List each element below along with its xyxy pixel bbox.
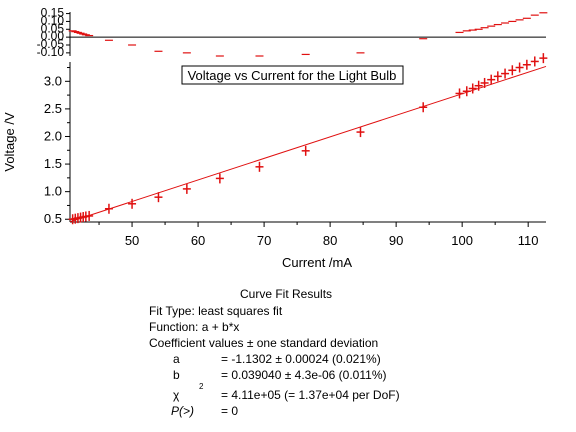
data-point bbox=[154, 192, 163, 203]
fit-type: Fit Type: least squares fit bbox=[149, 304, 283, 318]
coef-b-name: b bbox=[173, 368, 180, 382]
p-value: = 0 bbox=[221, 404, 239, 418]
p-label: P(>) bbox=[171, 404, 195, 418]
data-point bbox=[215, 173, 224, 184]
residual-y-tick-label: 0.10 bbox=[41, 13, 65, 27]
chi-symbol: χ bbox=[173, 388, 180, 402]
chi-label: χ 2 bbox=[173, 382, 203, 403]
y-axis-label: Voltage /V bbox=[2, 112, 17, 172]
chart: 0.150.100.050.00-0.05-0.10 50 60 70 80 90 100… bbox=[2, 6, 548, 270]
residual-y-tick-label: 0.15 bbox=[41, 6, 65, 20]
coef-a-name: a bbox=[173, 352, 180, 366]
data-point bbox=[530, 56, 539, 67]
y-tick-label: 2.0 bbox=[44, 128, 62, 143]
y-tick-label: 1.0 bbox=[44, 184, 62, 199]
data-point bbox=[85, 210, 94, 221]
data-point bbox=[508, 65, 517, 76]
x-tick-label: 90 bbox=[389, 233, 403, 248]
x-tick-label: 100 bbox=[451, 233, 473, 248]
data-point bbox=[515, 62, 524, 73]
chi-superscript: 2 bbox=[199, 382, 204, 391]
x-tick-label: 70 bbox=[257, 233, 271, 248]
x-tick-label: 50 bbox=[125, 233, 139, 248]
x-tick-label: 80 bbox=[323, 233, 337, 248]
residual-y-tick-label: 0.00 bbox=[41, 29, 65, 43]
data-point bbox=[539, 53, 548, 64]
main-plot: 50 60 70 80 90 100 110 0.5 1.0 1.5 2.0 2.5 3.0 bbox=[44, 53, 548, 248]
coef-a-value: = -1.1302 ± 0.00024 (0.021%) bbox=[221, 352, 381, 366]
x-tick-label: 110 bbox=[518, 233, 539, 248]
chart-title: Voltage vs Current for the Light Bulb bbox=[188, 68, 397, 83]
residual-y-tick-label: -0.05 bbox=[37, 37, 65, 51]
y-tick-label: 0.5 bbox=[44, 211, 62, 226]
y-tick-label: 2.5 bbox=[44, 101, 62, 116]
coef-header: Coefficient values ± one standard deviat… bbox=[149, 336, 379, 350]
chart-title-box: Voltage vs Current for the Light Bulb bbox=[181, 65, 404, 85]
data-point bbox=[255, 161, 264, 172]
y-tick-label: 3.0 bbox=[44, 73, 62, 88]
data-point bbox=[455, 88, 464, 99]
data-point bbox=[474, 80, 483, 91]
data-point bbox=[356, 127, 365, 138]
residual-panel: 0.150.100.050.00-0.05-0.10 bbox=[37, 6, 548, 59]
data-point bbox=[462, 86, 471, 97]
data-point bbox=[128, 198, 137, 209]
x-tick-label: 60 bbox=[191, 233, 205, 248]
data-point bbox=[487, 74, 496, 85]
data-point bbox=[522, 59, 531, 70]
y-tick-label: 1.5 bbox=[44, 156, 62, 171]
data-point bbox=[501, 68, 510, 79]
chi-value: = 4.11e+05 (= 1.37e+04 per DoF) bbox=[221, 388, 400, 402]
coef-b-value: = 0.039040 ± 4.3e-06 (0.011%) bbox=[221, 368, 387, 382]
data-point bbox=[493, 71, 502, 82]
fit-results-title: Curve Fit Results bbox=[240, 287, 333, 301]
data-point bbox=[468, 83, 477, 94]
fit-function: Function: a + b*x bbox=[149, 320, 240, 334]
data-point bbox=[104, 203, 113, 214]
residual-y-tick-label: -0.10 bbox=[37, 45, 65, 59]
fit-line bbox=[69, 65, 547, 223]
data-point bbox=[480, 77, 489, 88]
data-point bbox=[301, 145, 310, 156]
residual-y-tick-label: 0.05 bbox=[41, 21, 65, 35]
data-point bbox=[182, 183, 191, 194]
x-axis-label: Current /mA bbox=[282, 255, 352, 270]
data-point bbox=[419, 102, 428, 113]
